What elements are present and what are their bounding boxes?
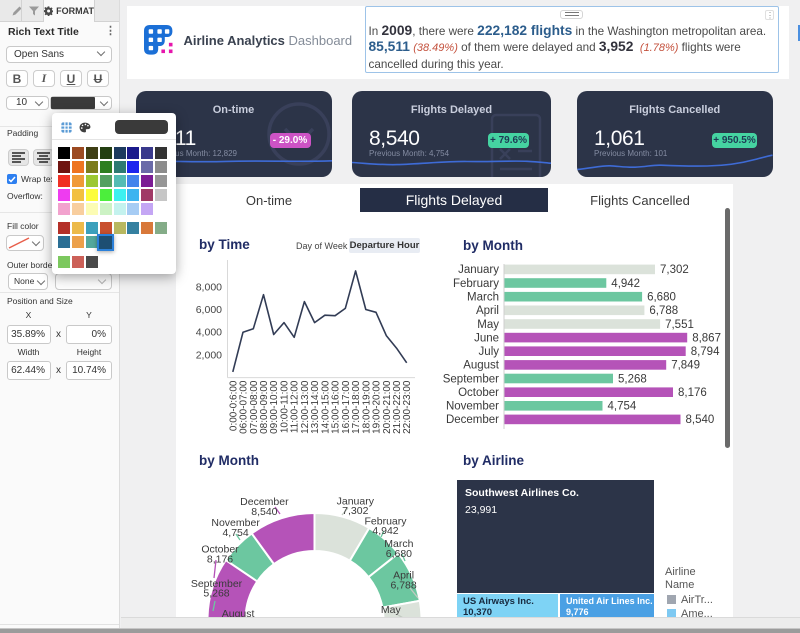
svg-text:6,788: 6,788 xyxy=(390,579,416,591)
svg-text:May: May xyxy=(381,604,402,616)
svg-text:6,788: 6,788 xyxy=(649,305,678,317)
svg-text:December: December xyxy=(446,414,499,426)
svg-text:4,942: 4,942 xyxy=(372,525,398,537)
svg-text:4,000: 4,000 xyxy=(196,327,222,339)
svg-text:November: November xyxy=(211,517,260,529)
svg-text:October: October xyxy=(458,387,499,399)
svg-text:08:00-09:00: 08:00-09:00 xyxy=(259,380,270,434)
svg-text:8,540: 8,540 xyxy=(251,506,277,518)
svg-text:8,176: 8,176 xyxy=(207,553,233,565)
svg-text:06:00-07:00: 06:00-07:00 xyxy=(239,380,250,434)
svg-text:March: March xyxy=(467,292,499,304)
svg-text:09:00-10:00: 09:00-10:00 xyxy=(269,380,280,434)
svg-text:August: August xyxy=(222,608,255,617)
svg-text:October: October xyxy=(201,544,239,556)
svg-text:August: August xyxy=(463,360,500,372)
svg-text:8,000: 8,000 xyxy=(196,281,222,293)
svg-text:8,540: 8,540 xyxy=(686,414,715,426)
svg-text:14:00-15:00: 14:00-15:00 xyxy=(320,380,331,434)
svg-text:May: May xyxy=(477,319,499,331)
svg-text:5,268: 5,268 xyxy=(203,588,229,600)
svg-text:6,680: 6,680 xyxy=(386,548,412,560)
svg-text:February: February xyxy=(453,278,499,290)
svg-text:15:00-16:00: 15:00-16:00 xyxy=(331,380,342,434)
svg-text:September: September xyxy=(191,578,243,590)
svg-text:November: November xyxy=(446,401,499,413)
svg-text:13:00-14:00: 13:00-14:00 xyxy=(310,380,321,434)
svg-text:20:00-21:00: 20:00-21:00 xyxy=(382,380,393,434)
svg-text:12:00-13:00: 12:00-13:00 xyxy=(300,380,311,434)
svg-text:22:00-23:00: 22:00-23:00 xyxy=(402,380,413,434)
svg-text:8,794: 8,794 xyxy=(691,346,720,358)
svg-text:April: April xyxy=(393,570,414,582)
svg-text:March: March xyxy=(384,538,413,550)
svg-text:6,680: 6,680 xyxy=(647,292,676,304)
svg-text:December: December xyxy=(240,496,289,508)
svg-text:0:00-0:6:00: 0:00-0:6:00 xyxy=(228,380,239,431)
svg-text:8,867: 8,867 xyxy=(692,332,721,344)
svg-text:7,302: 7,302 xyxy=(660,264,689,276)
svg-text:July: July xyxy=(479,346,500,358)
svg-text:18:00-19:00: 18:00-19:00 xyxy=(361,380,372,434)
svg-text:8,176: 8,176 xyxy=(678,387,707,399)
svg-text:April: April xyxy=(476,305,499,317)
svg-text:21:00-22:00: 21:00-22:00 xyxy=(392,380,403,434)
svg-text:June: June xyxy=(474,332,499,344)
svg-text:6,000: 6,000 xyxy=(196,304,222,316)
svg-text:11:00-12:00: 11:00-12:00 xyxy=(290,380,301,433)
svg-text:September: September xyxy=(443,373,499,385)
svg-text:4,754: 4,754 xyxy=(222,527,248,539)
svg-text:5,268: 5,268 xyxy=(618,373,647,385)
svg-text:February: February xyxy=(364,515,407,527)
svg-text:16:00-17:00: 16:00-17:00 xyxy=(341,380,352,434)
svg-text:January: January xyxy=(337,496,375,508)
svg-text:07:00-08:00: 07:00-08:00 xyxy=(249,380,260,434)
svg-text:7,302: 7,302 xyxy=(342,505,368,517)
svg-text:January: January xyxy=(458,264,499,276)
svg-text:2,000: 2,000 xyxy=(196,349,222,361)
svg-text:4,942: 4,942 xyxy=(611,278,640,290)
svg-text:7,551: 7,551 xyxy=(665,319,694,331)
svg-text:4,754: 4,754 xyxy=(608,401,637,413)
svg-text:17:00-18:00: 17:00-18:00 xyxy=(351,380,362,434)
svg-text:7,849: 7,849 xyxy=(671,360,700,372)
svg-text:10:00-11:00: 10:00-11:00 xyxy=(280,380,291,433)
svg-text:19:00-20:00: 19:00-20:00 xyxy=(372,380,383,434)
